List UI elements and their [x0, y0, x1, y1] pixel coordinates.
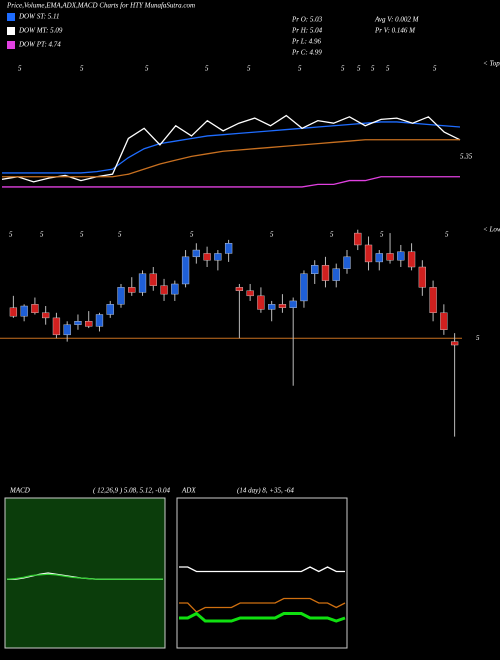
legend-label: DOW MT: 5.09 — [18, 27, 63, 35]
candle-body — [106, 304, 114, 315]
marker-label: 5 — [190, 231, 194, 239]
info-text: Avg V: 0.002 M — [374, 16, 420, 24]
candle-body — [246, 290, 254, 297]
info-text: Pr L: 4.96 — [291, 38, 321, 46]
marker-label: 5 — [330, 231, 334, 239]
marker-label: 5 — [205, 65, 209, 73]
marker-label: 5 — [386, 65, 390, 73]
panel — [176, 497, 348, 649]
candle-body — [450, 341, 459, 346]
marker-label: 5 — [118, 231, 122, 239]
candle-body — [407, 251, 416, 268]
info-text: Pr V: 0.146 M — [374, 27, 416, 35]
side-label: < Lows — [483, 226, 500, 234]
candle-body — [397, 251, 405, 261]
legend-label: DOW PT: 4.74 — [18, 41, 61, 49]
marker-label: 5 — [380, 231, 384, 239]
marker-label: 5 — [247, 65, 251, 73]
info-text: Pr C: 4.99 — [291, 49, 322, 57]
series-line — [179, 597, 346, 613]
candle-body — [311, 265, 319, 274]
series-line — [2, 176, 460, 188]
panel-title: ADX — [181, 487, 196, 495]
candle-body — [289, 300, 297, 308]
candle-body — [440, 312, 448, 330]
panel-subtitle: (14 day) 8, +35, -64 — [237, 487, 294, 495]
candle-body — [375, 253, 383, 263]
candle-body — [20, 305, 28, 317]
marker-label: 5 — [80, 65, 84, 73]
candle-body — [364, 244, 373, 263]
candle-body — [418, 266, 426, 288]
candle-body — [321, 265, 330, 281]
candle-body — [95, 314, 104, 327]
candle-body — [354, 232, 362, 246]
candle-body — [181, 256, 190, 285]
candle-body — [300, 273, 308, 302]
marker-label: 5 — [9, 231, 13, 239]
marker-label: 5 — [341, 65, 345, 73]
candle-body — [31, 304, 39, 314]
marker-label: 5 — [145, 65, 149, 73]
series-line — [6, 573, 163, 580]
candle-body — [85, 321, 93, 327]
side-label: < Tops — [483, 60, 500, 68]
candle-body — [214, 253, 222, 261]
candle-body — [138, 273, 147, 293]
candle-body — [117, 287, 125, 305]
marker-label: 5 — [445, 231, 449, 239]
candle-body — [171, 283, 179, 295]
candle-body — [203, 253, 211, 261]
candle-body — [278, 304, 287, 308]
series-line — [1, 114, 461, 183]
candle-body — [257, 295, 265, 310]
candle-body — [332, 268, 340, 281]
candle-body — [52, 317, 61, 336]
candle-body — [386, 253, 394, 261]
candle-body — [192, 249, 200, 258]
candle-body — [268, 304, 276, 310]
level-label: 5.35 — [460, 153, 473, 161]
candle-body — [224, 243, 233, 254]
marker-label: 5 — [80, 231, 84, 239]
series-line — [179, 566, 345, 573]
candle-body — [160, 285, 168, 295]
series-line — [179, 611, 346, 623]
marker-label: 5 — [270, 231, 274, 239]
info-text: Pr O: 5.03 — [291, 16, 323, 24]
marker-label: 5 — [357, 65, 361, 73]
series-line — [2, 139, 460, 178]
candle-body — [429, 287, 437, 313]
candle-body — [9, 307, 18, 317]
legend-swatch — [7, 27, 15, 35]
marker-label: 5 — [18, 65, 22, 73]
candle-body — [343, 256, 351, 269]
candle-body — [128, 287, 136, 293]
panel — [4, 497, 166, 649]
series-line — [2, 121, 461, 174]
marker-label: 5 — [40, 231, 44, 239]
candle-body — [63, 324, 71, 336]
candle-body — [149, 273, 157, 286]
marker-label: 5 — [371, 65, 375, 73]
candle-body — [42, 312, 50, 319]
legend-label: DOW ST: 5.11 — [18, 13, 60, 21]
marker-label: 5 — [298, 65, 302, 73]
panel-title: MACD — [9, 487, 30, 495]
y-tick-label: 5 — [476, 334, 480, 342]
marker-label: 5 — [433, 65, 437, 73]
info-text: Pr H: 5.04 — [291, 27, 323, 35]
chart-title: Price,Volume,EMA,ADX,MACD Charts for HTY… — [6, 2, 195, 10]
legend-swatch — [7, 13, 15, 21]
panel-subtitle: ( 12,26,9 ) 5.08, 5.12, -0.04 — [93, 487, 170, 495]
candle-body — [74, 321, 82, 325]
legend-swatch — [7, 41, 15, 49]
candle-body — [235, 287, 244, 291]
